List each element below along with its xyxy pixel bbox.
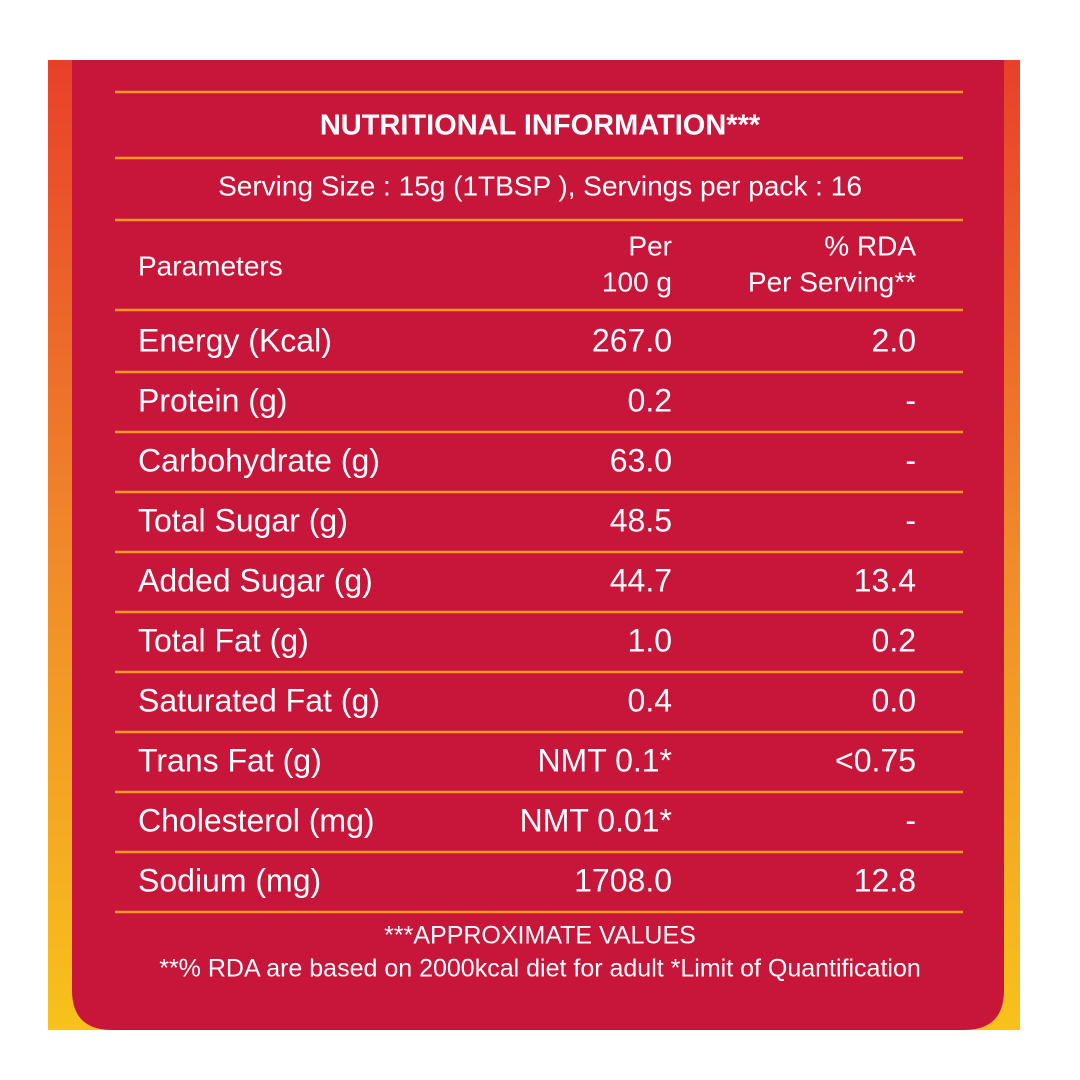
per-100g: 0.2 — [628, 382, 672, 418]
parameter: Added Sugar (g) — [138, 562, 373, 598]
header-parameter: Parameters — [138, 250, 283, 281]
parameter: Protein (g) — [138, 382, 287, 418]
rda: 0.0 — [872, 682, 916, 718]
rda: <0.75 — [835, 742, 916, 778]
parameter: Sodium (mg) — [138, 862, 321, 898]
rda: - — [905, 382, 916, 418]
per-100g: 0.4 — [628, 682, 672, 718]
parameter: Total Sugar (g) — [138, 502, 348, 538]
panel — [72, 60, 1004, 1030]
per-100g: 267.0 — [592, 322, 672, 358]
header-per: Per — [628, 230, 672, 261]
parameter: Carbohydrate (g) — [138, 442, 380, 478]
per-100g: 48.5 — [610, 502, 672, 538]
header-rda: Per Serving** — [748, 266, 916, 297]
parameter: Energy (Kcal) — [138, 322, 332, 358]
parameter: Trans Fat (g) — [138, 742, 322, 778]
parameter: Cholesterol (mg) — [138, 802, 375, 838]
parameter: Total Fat (g) — [138, 622, 309, 658]
rda: - — [905, 802, 916, 838]
header-rda: % RDA — [824, 230, 916, 261]
rda: - — [905, 442, 916, 478]
per-100g: NMT 0.01* — [520, 802, 672, 838]
per-100g: 1.0 — [628, 622, 672, 658]
rda: 2.0 — [872, 322, 916, 358]
per-100g: 63.0 — [610, 442, 672, 478]
rda: 0.2 — [872, 622, 916, 658]
parameter: Saturated Fat (g) — [138, 682, 380, 718]
header-per: 100 g — [602, 266, 672, 297]
rda: 13.4 — [854, 562, 916, 598]
per-100g: NMT 0.1* — [537, 742, 672, 778]
per-100g: 44.7 — [610, 562, 672, 598]
footnote: ***APPROXIMATE VALUES — [384, 922, 696, 950]
footnote: **% RDA are based on 2000kcal diet for a… — [159, 955, 921, 983]
serving-info: Serving Size : 15g (1TBSP ), Servings pe… — [218, 170, 862, 201]
per-100g: 1708.0 — [574, 862, 672, 898]
rda: - — [905, 502, 916, 538]
title: NUTRITIONAL INFORMATION*** — [320, 110, 761, 142]
rda: 12.8 — [854, 862, 916, 898]
